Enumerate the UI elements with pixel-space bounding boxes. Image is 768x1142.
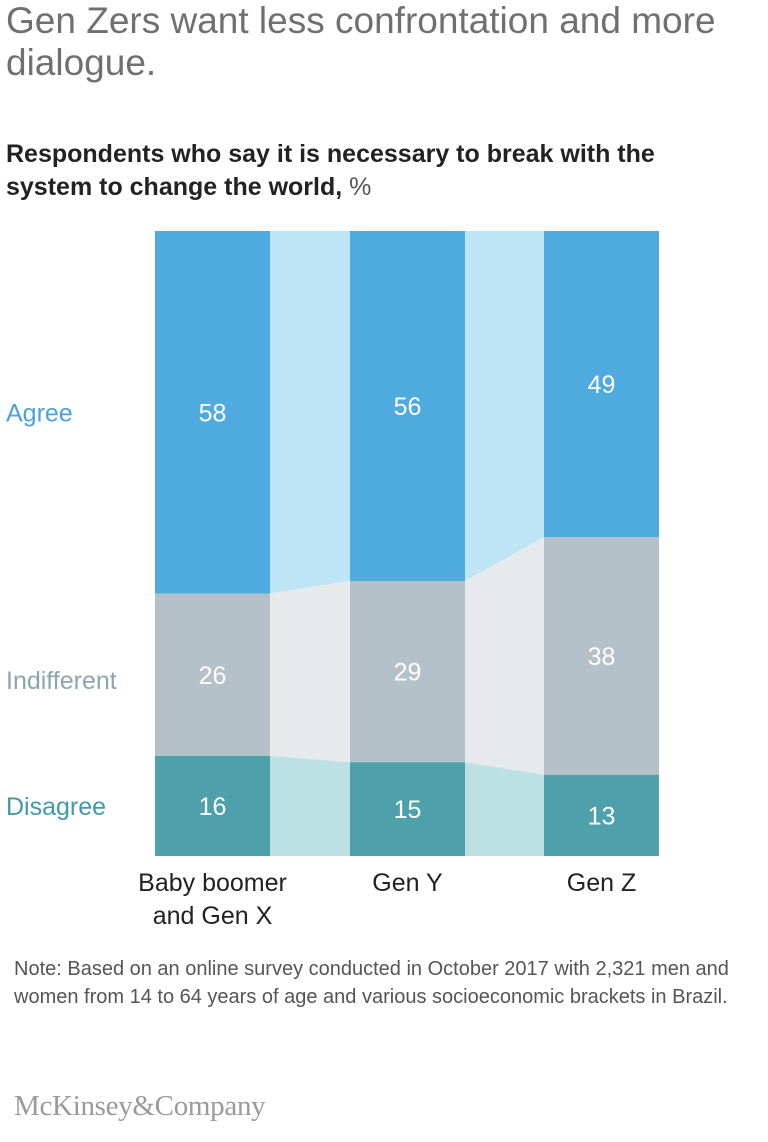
legend-label-agree: Agree — [6, 399, 73, 427]
chart-title: Gen Zers want less confrontation and mor… — [6, 0, 716, 83]
category-label-3: Gen Z — [567, 869, 636, 897]
bar-disagree-1 — [155, 756, 270, 856]
bar-disagree-3 — [544, 774, 659, 856]
value-label-agree-2: 56 — [394, 393, 422, 421]
value-label-indifferent-1: 26 — [199, 662, 227, 690]
value-label-indifferent-3: 38 — [588, 643, 616, 671]
value-label-disagree-2: 15 — [394, 796, 422, 824]
bar-indifferent-2 — [350, 581, 465, 763]
stacked-bar-chart: 58 26 16 Baby boomer and Gen X 56 29 15 Gen Y 49 3… — [6, 231, 659, 930]
connector-agree-2-3 — [465, 231, 544, 581]
value-label-indifferent-2: 29 — [394, 659, 422, 687]
category-label-1: Baby boomer and Gen X — [138, 869, 287, 930]
connector-indifferent-2-3 — [465, 537, 544, 775]
subtitle-text: Respondents who say it is necessary to b… — [6, 140, 655, 201]
bar-indifferent-3 — [544, 537, 659, 775]
category-label-2: Gen Y — [372, 869, 443, 897]
value-label-disagree-3: 13 — [588, 802, 616, 830]
connector-indifferent-1-2 — [270, 581, 350, 763]
bar-agree-2 — [350, 231, 465, 581]
connector-agree-1-2 — [270, 231, 350, 594]
subtitle-unit: % — [349, 173, 372, 201]
footnote: Note: Based on an online survey conducte… — [14, 958, 729, 1008]
bar-indifferent-1 — [155, 593, 270, 756]
legend-label-disagree: Disagree — [6, 793, 106, 821]
connector-disagree-2-3 — [465, 762, 544, 856]
connector-disagree-1-2 — [270, 756, 350, 856]
bar-agree-3 — [544, 231, 659, 538]
legend-label-indifferent: Indifferent — [6, 667, 117, 695]
value-label-agree-1: 58 — [199, 399, 227, 427]
mckinsey-logo: McKinsey&Company — [14, 1090, 266, 1122]
chart-subtitle: Respondents who say it is necessary to b… — [6, 138, 746, 204]
value-label-disagree-1: 16 — [199, 793, 227, 821]
value-label-agree-3: 49 — [588, 371, 616, 399]
bar-agree-1 — [155, 231, 270, 594]
bar-disagree-2 — [350, 762, 465, 856]
